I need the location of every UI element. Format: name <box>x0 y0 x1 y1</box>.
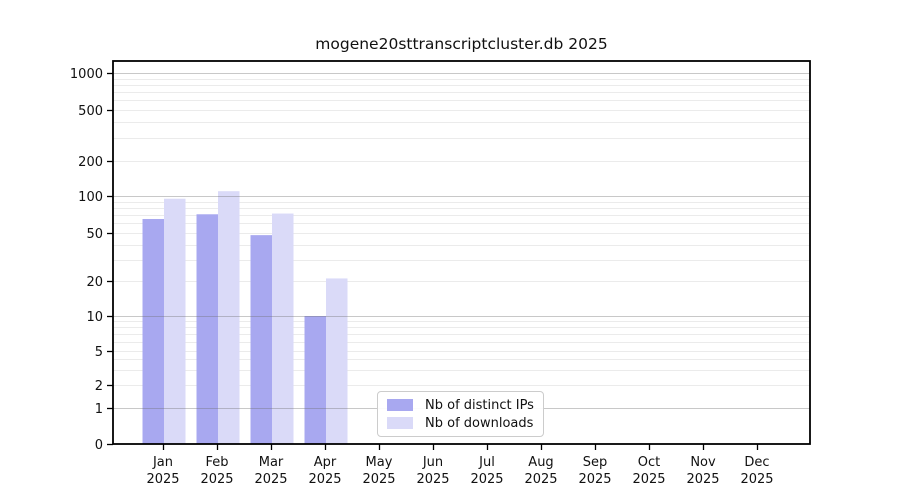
y-tick-label-200: 200 <box>78 155 103 170</box>
x-tick-label-month-mar: Mar <box>259 455 284 470</box>
x-tick-label-month-apr: Apr <box>314 455 337 470</box>
legend: Nb of distinct IPs Nb of downloads <box>377 391 544 437</box>
x-tick-label-month-jul: Jul <box>478 455 495 470</box>
x-tick-label-month-sep: Sep <box>583 455 608 470</box>
x-tick-label-month-feb: Feb <box>205 455 228 470</box>
y-tick-label-1000: 1000 <box>70 67 103 82</box>
legend-label-distinct-ips: Nb of distinct IPs <box>425 397 534 413</box>
x-tick-label-month-jan: Jan <box>152 455 173 470</box>
bar-nb-of-distinct-ips-mar <box>250 235 272 444</box>
bar-nb-of-downloads-feb <box>218 191 240 444</box>
x-tick-label-month-jun: Jun <box>422 455 443 470</box>
y-tick-label-10: 10 <box>86 310 103 325</box>
bar-nb-of-downloads-mar <box>272 213 294 444</box>
x-tick-label-month-dec: Dec <box>744 455 769 470</box>
x-tick-label-month-aug: Aug <box>528 455 553 470</box>
x-tick-label-month-may: May <box>366 455 393 470</box>
x-tick-label-year-jan: 2025 <box>146 472 179 487</box>
legend-item-distinct-ips: Nb of distinct IPs <box>387 397 534 413</box>
x-tick-label-year-aug: 2025 <box>524 472 557 487</box>
x-tick-label-year-jun: 2025 <box>416 472 449 487</box>
x-tick-label-year-feb: 2025 <box>200 472 233 487</box>
x-tick-label-year-may: 2025 <box>362 472 395 487</box>
y-tick-label-1: 1 <box>95 402 103 417</box>
legend-swatch-downloads-icon <box>387 417 413 429</box>
y-tick-label-50: 50 <box>86 227 103 242</box>
y-tick-label-500: 500 <box>78 104 103 119</box>
x-tick-label-month-oct: Oct <box>638 455 660 470</box>
x-tick-label-month-nov: Nov <box>690 455 716 470</box>
x-tick-label-year-sep: 2025 <box>578 472 611 487</box>
x-tick-label-year-apr: 2025 <box>308 472 341 487</box>
y-tick-label-5: 5 <box>95 345 103 360</box>
bar-nb-of-distinct-ips-feb <box>196 214 218 444</box>
bar-nb-of-downloads-apr <box>326 278 348 444</box>
bar-nb-of-distinct-ips-jan <box>142 218 164 444</box>
legend-item-downloads: Nb of downloads <box>387 416 533 431</box>
x-tick-label-year-oct: 2025 <box>632 472 665 487</box>
x-tick-label-year-nov: 2025 <box>686 472 719 487</box>
y-tick-label-100: 100 <box>78 190 103 205</box>
x-tick-label-year-jul: 2025 <box>470 472 503 487</box>
legend-swatch-distinct-ips-icon <box>387 399 413 411</box>
chart-title: mogene20sttranscriptcluster.db 2025 <box>315 35 608 53</box>
bar-nb-of-distinct-ips-apr <box>304 316 326 444</box>
legend-label-downloads: Nb of downloads <box>425 415 534 431</box>
plot-frame <box>112 60 811 445</box>
y-tick-label-0: 0 <box>95 438 103 453</box>
x-tick-label-year-dec: 2025 <box>740 472 773 487</box>
y-tick-label-20: 20 <box>86 275 103 290</box>
x-tick-label-year-mar: 2025 <box>254 472 287 487</box>
bar-nb-of-downloads-jan <box>164 198 186 444</box>
y-tick-label-2: 2 <box>95 379 103 394</box>
